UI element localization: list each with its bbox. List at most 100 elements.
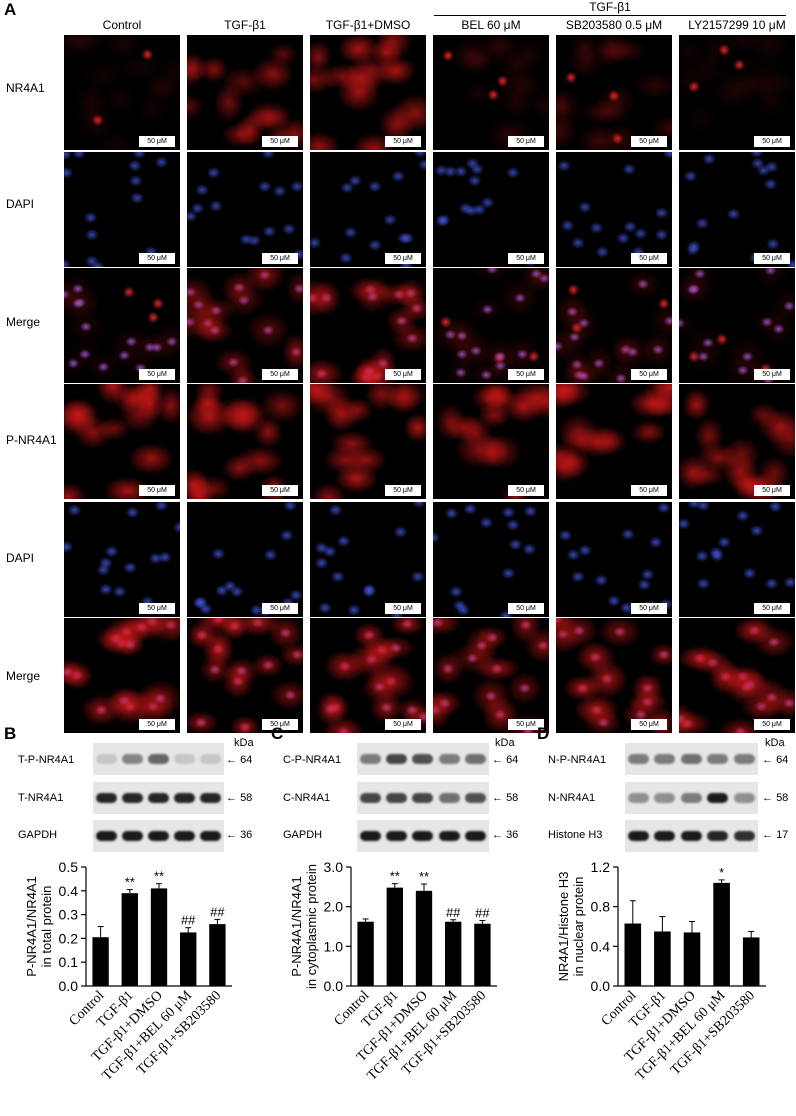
scale-bar: 50 μM xyxy=(508,136,544,147)
blot-band xyxy=(174,831,195,841)
col-head-sb: SB203580 0.5 μM xyxy=(565,18,663,32)
blot-band xyxy=(148,831,169,841)
micrograph-1-3: 50 μM xyxy=(433,152,549,267)
blot-band xyxy=(654,754,675,764)
arrow-icon: ← xyxy=(226,829,241,841)
micrograph-2-3: 50 μM xyxy=(433,268,549,383)
scale-bar: 50 μM xyxy=(754,719,790,730)
blot-band xyxy=(734,754,755,764)
mw-c-0: ← 64 xyxy=(492,754,519,766)
blot-band xyxy=(439,793,460,803)
row-label-p-nr4a1: P-NR4A1 xyxy=(6,433,57,447)
significance-mark: ** xyxy=(125,875,135,890)
scale-bar: 50 μM xyxy=(631,136,667,147)
blot-label-b-0: T-P-NR4A1 xyxy=(18,754,75,766)
row-label-dapi-1: DAPI xyxy=(6,197,35,211)
scale-bar: 50 μM xyxy=(385,369,421,380)
blot-band xyxy=(465,793,486,803)
blot-band xyxy=(96,754,117,764)
blot-band xyxy=(654,793,675,803)
micrograph-4-0: 50 μM xyxy=(64,502,180,617)
significance-mark: ** xyxy=(419,869,429,884)
bar xyxy=(357,921,374,986)
mw-c-1: ← 58 xyxy=(492,792,519,804)
y-tick-label: 0.5 xyxy=(59,859,79,875)
blot-b-0 xyxy=(93,743,224,775)
kda-label-d: kDa xyxy=(765,737,785,749)
scale-bar: 50 μM xyxy=(754,603,790,614)
micrograph-4-5: 50 μM xyxy=(679,502,795,617)
bar xyxy=(742,937,760,986)
micrograph-2-4: 50 μM xyxy=(556,268,672,383)
scale-bar: 50 μM xyxy=(262,369,298,380)
blot-label-d-2: Histone H3 xyxy=(548,829,603,841)
micrograph-5-1: 50 μM xyxy=(187,618,303,733)
y-tick-label: 0.4 xyxy=(591,938,611,954)
significance-mark: ## xyxy=(446,905,461,920)
scale-bar: 50 μM xyxy=(508,485,544,496)
y-tick-label: 2.0 xyxy=(324,899,344,915)
y-tick-label: 0.4 xyxy=(59,883,79,899)
y-tick-label: 1.0 xyxy=(324,938,344,954)
scale-bar: 50 μM xyxy=(262,253,298,264)
blot-band xyxy=(439,831,460,841)
micrograph-3-5: 50 μM xyxy=(679,384,795,499)
micrograph-0-3: 50 μM xyxy=(433,35,549,150)
scale-bar: 50 μM xyxy=(385,253,421,264)
blot-band xyxy=(200,793,221,803)
micrograph-3-3: 50 μM xyxy=(433,384,549,499)
scale-bar: 50 μM xyxy=(139,485,175,496)
bar xyxy=(713,882,730,986)
arrow-icon: ← xyxy=(762,792,777,804)
blot-band xyxy=(122,793,143,803)
scale-bar: 50 μM xyxy=(262,603,298,614)
blot-band xyxy=(174,754,195,764)
blot-b-1 xyxy=(93,782,224,814)
mw-b-2: ← 36 xyxy=(226,829,253,841)
micrograph-4-3: 50 μM xyxy=(433,502,549,617)
blot-band xyxy=(412,793,433,803)
scale-bar: 50 μM xyxy=(631,719,667,730)
scale-bar: 50 μM xyxy=(631,253,667,264)
arrow-icon: ← xyxy=(492,754,507,766)
blot-label-b-2: GAPDH xyxy=(18,829,58,841)
blot-band xyxy=(707,793,728,803)
col-head-bel: BEL 60 μM xyxy=(461,18,521,32)
blot-c-0 xyxy=(357,743,489,775)
scale-bar: 50 μM xyxy=(754,136,790,147)
col-head-tgf-dmso: TGF-β1+DMSO xyxy=(325,18,411,32)
scale-bar: 50 μM xyxy=(262,719,298,730)
y-tick-label: 0.0 xyxy=(324,978,344,994)
mw-c-2: ← 36 xyxy=(492,829,519,841)
bar xyxy=(150,888,168,986)
mw-d-1: ← 58 xyxy=(762,792,789,804)
scale-bar: 50 μM xyxy=(508,719,544,730)
micrograph-0-5: 50 μM xyxy=(679,35,795,150)
mw-b-0: ← 64 xyxy=(226,754,253,766)
scale-bar: 50 μM xyxy=(754,253,790,264)
row-label-merge-1: Merge xyxy=(6,315,41,329)
blot-band xyxy=(681,793,702,803)
significance-mark: * xyxy=(719,865,724,880)
bar xyxy=(445,921,462,986)
arrow-icon: ← xyxy=(226,754,241,766)
scale-bar: 50 μM xyxy=(631,603,667,614)
micrograph-3-4: 50 μM xyxy=(556,384,672,499)
blot-label-c-2: GAPDH xyxy=(283,829,323,841)
significance-mark: ## xyxy=(181,913,196,928)
blot-d-1 xyxy=(625,782,758,814)
micrograph-3-2: 50 μM xyxy=(310,384,426,499)
bar xyxy=(624,923,642,986)
micrograph-2-1: 50 μM xyxy=(187,268,303,383)
blot-band xyxy=(148,754,169,764)
scale-bar: 50 μM xyxy=(508,603,544,614)
arrow-icon: ← xyxy=(492,829,507,841)
bar xyxy=(121,893,138,986)
mw-b-1: ← 58 xyxy=(226,792,253,804)
micrograph-0-2: 50 μM xyxy=(310,35,426,150)
micrograph-1-2: 50 μM xyxy=(310,152,426,267)
blot-c-1 xyxy=(357,782,489,814)
y-tick-label: 3.0 xyxy=(324,859,344,875)
blot-band xyxy=(628,831,649,841)
blot-band xyxy=(412,831,433,841)
